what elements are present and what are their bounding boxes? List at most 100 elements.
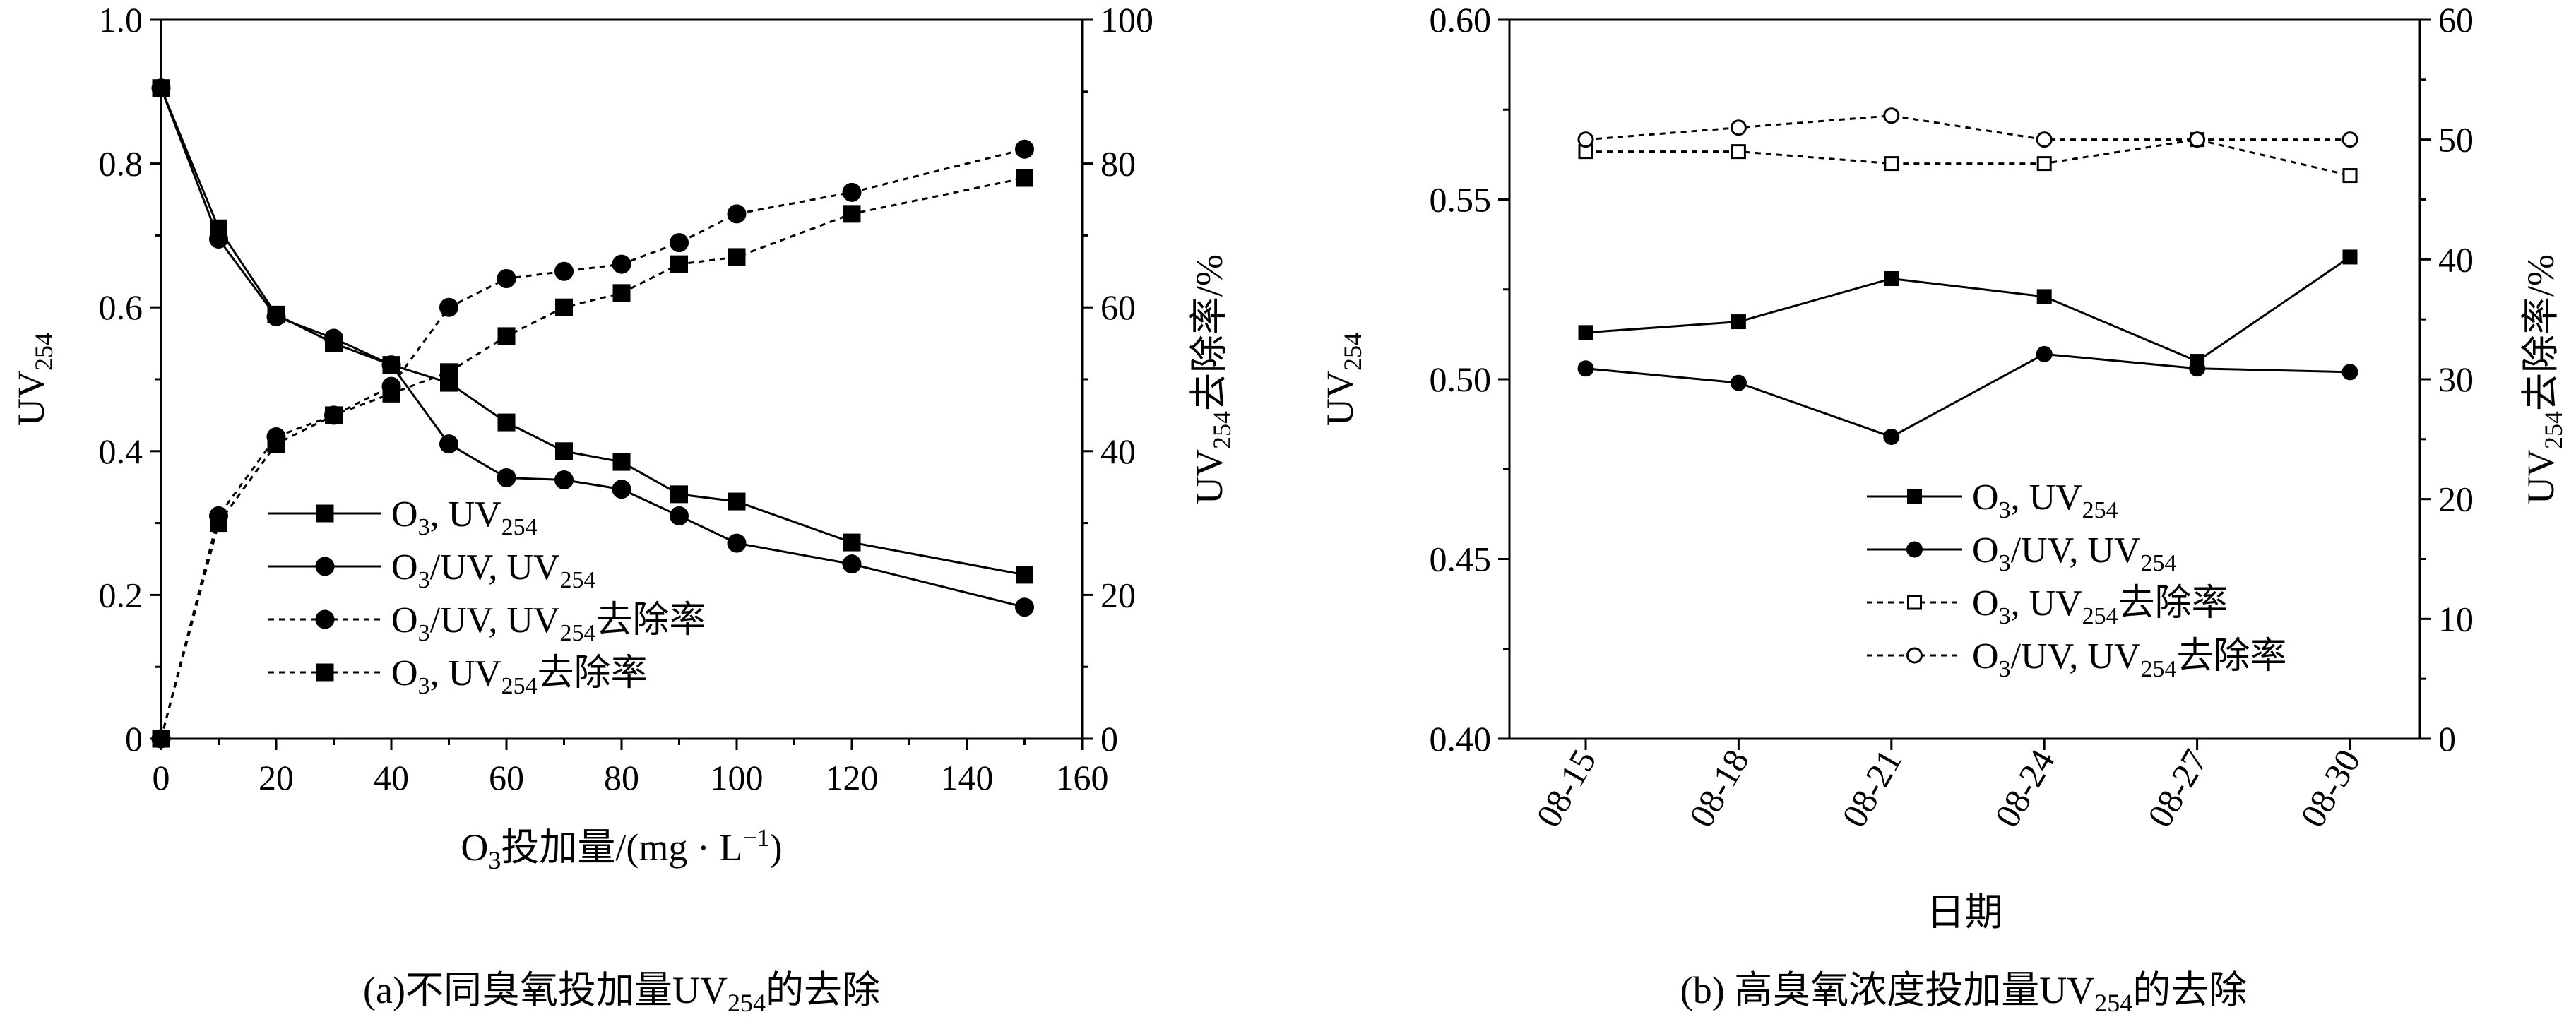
data-point <box>209 229 228 249</box>
data-point <box>2036 156 2052 172</box>
legend-label: O3, UV254 <box>391 494 538 540</box>
series-1 <box>151 78 1034 617</box>
data-point <box>1577 360 1594 377</box>
y-right-tick-label: 40 <box>2438 239 2474 279</box>
x-tick-label: 120 <box>826 758 879 797</box>
y-left-tick-label: 0.60 <box>1430 0 1492 40</box>
data-point <box>1730 374 1747 391</box>
y-left-tick-label: 0.50 <box>1430 359 1492 399</box>
y-right-tick-label: 80 <box>1100 144 1136 184</box>
x-tick-label: 80 <box>604 758 639 797</box>
chart-caption: (a)不同臭氧投加量UV254的去除 <box>363 969 880 1017</box>
data-point <box>266 307 286 326</box>
y-left-tick-label: 0.2 <box>99 575 143 614</box>
legend-label: O3, UV254 <box>1972 477 2118 523</box>
y-left-tick-label: 1.0 <box>99 0 143 40</box>
y-left-tick-label: 0.40 <box>1430 719 1492 759</box>
data-point <box>1883 428 1900 445</box>
plot-frame <box>1508 18 2421 740</box>
series-line <box>160 88 1025 576</box>
legend-label: O3, UV254去除率 <box>1972 583 2228 629</box>
data-point <box>2341 364 2358 381</box>
x-tick-label: 60 <box>489 758 524 797</box>
y-right-tick-label: 20 <box>2438 480 2474 519</box>
y-right-axis-label: UV254去除率/% <box>1188 254 1236 504</box>
y-right-tick-label: 50 <box>2438 120 2474 160</box>
y-right-tick-label: 0 <box>2438 719 2456 759</box>
data-point <box>727 533 747 553</box>
data-point <box>325 406 343 424</box>
data-point <box>439 434 458 454</box>
y-left-tick-label: 0.55 <box>1430 180 1492 220</box>
data-point <box>382 384 400 403</box>
data-point <box>497 327 516 345</box>
data-point <box>554 470 574 490</box>
legend-marker <box>316 663 334 682</box>
data-point <box>612 453 631 471</box>
series-line <box>1586 138 2351 177</box>
legend: O3, UV254 O3/UV, UV254 O3, UV254去除率 O3/UV, … <box>1867 477 2287 682</box>
data-point <box>843 533 861 552</box>
series-line <box>160 148 1025 739</box>
legend-marker <box>315 609 335 629</box>
data-point <box>152 730 170 748</box>
series-line <box>1585 256 2351 363</box>
y-left-tick-label: 0.4 <box>99 432 143 471</box>
legend-marker <box>1906 647 1923 664</box>
data-point <box>2036 289 2052 304</box>
data-point <box>612 254 631 274</box>
x-tick-label: 140 <box>941 758 994 797</box>
data-point <box>612 480 631 499</box>
legend-label: O3/UV, UV254去除率 <box>391 600 706 646</box>
x-tick-label: 08-18 <box>1681 743 1757 834</box>
x-axis-label: O3投加量/(mg · L−1) <box>461 823 782 874</box>
y-left-tick-label: 0.8 <box>99 144 143 184</box>
data-point <box>555 442 573 460</box>
data-point <box>728 492 746 511</box>
data-point <box>1884 270 1899 286</box>
data-point <box>439 297 458 317</box>
y-right-tick-label: 30 <box>2438 359 2474 399</box>
legend-label: O3/UV, UV254 <box>391 547 596 593</box>
y-right-axis-label: UV254去除率/% <box>2519 254 2568 504</box>
data-point <box>1578 325 1593 340</box>
data-point <box>440 363 458 381</box>
chart-a: 0 20 40 60 80 100 120 140 16000.20.40.60.81.0020… <box>10 0 1236 1017</box>
data-point <box>842 182 862 202</box>
series-2 <box>1578 132 2358 184</box>
legend-label: O3/UV, UV254去除率 <box>1972 636 2287 682</box>
data-point <box>1015 139 1034 159</box>
legend-marker <box>315 557 335 576</box>
legend-marker <box>316 504 334 523</box>
y-left-tick-label: 0 <box>125 719 143 759</box>
data-point <box>2341 131 2358 148</box>
data-point <box>1883 107 1900 124</box>
x-tick-label: 08-30 <box>2293 743 2368 834</box>
chart-caption: (b) 高臭氧浓度投加量UV254的去除 <box>1680 969 2247 1017</box>
data-point <box>1015 597 1034 617</box>
data-point <box>1016 169 1033 187</box>
x-tick-label: 08-27 <box>2139 743 2215 834</box>
data-point <box>670 485 688 504</box>
data-point <box>1016 566 1033 584</box>
data-point <box>324 328 343 348</box>
chart-b: 08-15 08-18 08-21 08-24 08-27 08-30 0.40 0.45 0.… <box>1319 0 2568 1017</box>
legend-label: O3/UV, UV254 <box>1972 530 2177 576</box>
data-point <box>554 261 574 281</box>
data-point <box>555 298 573 316</box>
x-tick-label: 08-15 <box>1529 743 1604 834</box>
series-line <box>160 88 1025 609</box>
data-point <box>842 554 862 574</box>
x-tick-label: 20 <box>259 758 294 797</box>
x-tick-label: 0 <box>153 758 170 797</box>
x-tick-label: 100 <box>711 758 764 797</box>
data-point <box>497 268 516 288</box>
x-tick-label: 08-24 <box>1987 743 2062 834</box>
series-1 <box>1577 345 2358 445</box>
data-point <box>2342 249 2358 265</box>
x-tick-label: 40 <box>374 758 409 797</box>
y-left-axis-label: UV254 <box>1319 333 1367 426</box>
data-point <box>612 284 631 302</box>
y-right-tick-label: 100 <box>1100 0 1153 40</box>
